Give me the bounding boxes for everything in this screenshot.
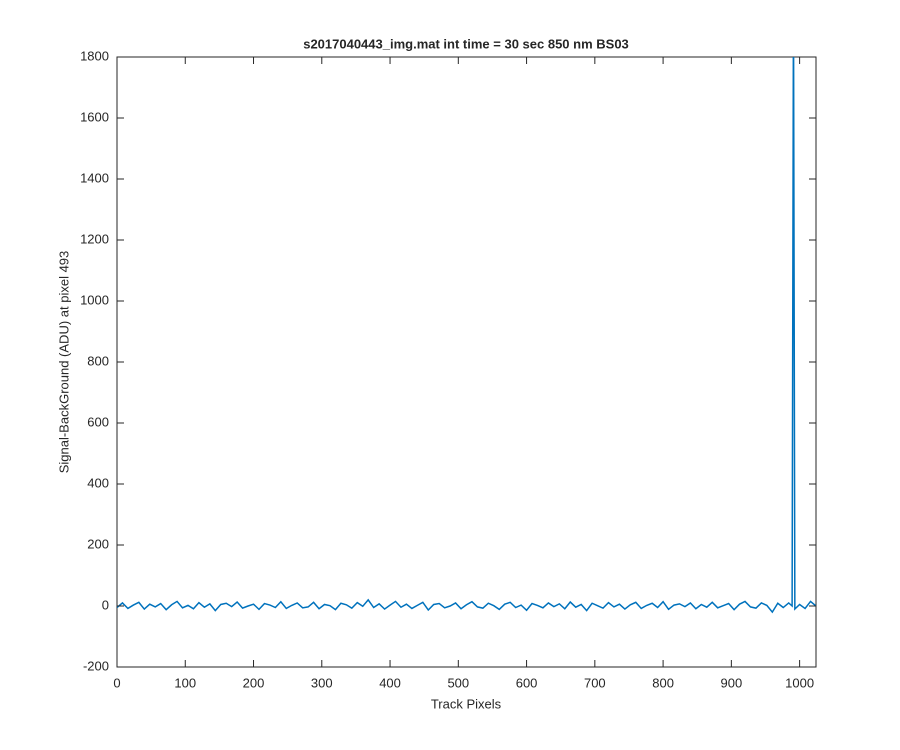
y-tick-label: 1200 [80, 231, 109, 246]
x-tick-label: 500 [447, 675, 469, 690]
x-tick-label: 400 [379, 675, 401, 690]
y-tick-label: 1400 [80, 170, 109, 185]
x-tick-label: 1000 [785, 675, 814, 690]
y-tick-label: 1800 [80, 48, 109, 63]
x-tick-label: 300 [311, 675, 333, 690]
plot-area [116, 56, 817, 668]
x-axis-label: Track Pixels [431, 696, 502, 711]
x-tick-label: 900 [721, 675, 743, 690]
y-tick-label: 1000 [80, 292, 109, 307]
y-tick-label: 600 [87, 414, 109, 429]
data-line [117, 57, 816, 614]
y-tick-label: 1600 [80, 109, 109, 124]
x-tick-label: 0 [113, 675, 120, 690]
y-tick-label: -200 [83, 658, 109, 673]
chart-title: s2017040443_img.mat int time = 30 sec 85… [303, 36, 629, 51]
y-tick-label: 0 [102, 597, 109, 612]
x-tick-label: 100 [174, 675, 196, 690]
x-tick-label: 600 [516, 675, 538, 690]
x-tick-label: 200 [243, 675, 265, 690]
y-tick-label: 400 [87, 475, 109, 490]
y-axis-label: Signal-BackGround (ADU) at pixel 493 [56, 251, 71, 474]
plot [117, 57, 816, 614]
x-tick-label: 700 [584, 675, 606, 690]
x-tick-label: 800 [652, 675, 674, 690]
y-tick-label: 800 [87, 353, 109, 368]
y-tick-label: 200 [87, 536, 109, 551]
